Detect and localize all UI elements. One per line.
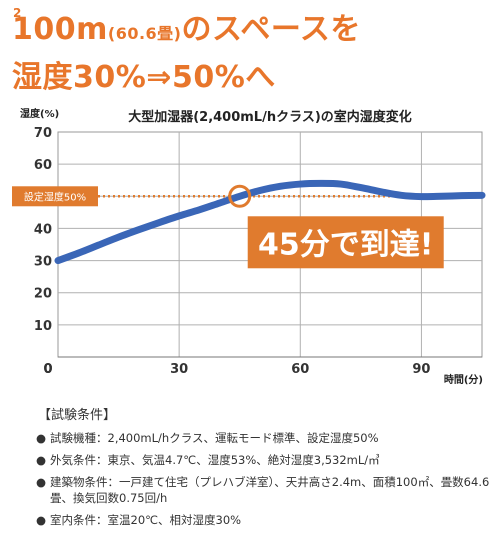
headline-area: 100m 2 [12,6,108,47]
x-tick-label: 0 [43,362,52,377]
condition-item: ● 室内条件：室温20℃、相対湿度30% [36,513,242,527]
condition-item: ● 外気条件：東京、気温4.7℃、湿度53%、絶対湿度3,532mL/㎥ [36,453,380,467]
x-tick-labels: 0 30 60 900 [43,362,430,377]
x-tick-label: 90 [412,362,430,377]
x-tick-label: 60 [291,362,309,377]
bullet-icon: ● [36,475,47,489]
target-label-box [12,186,98,207]
headline-line1: 100m 2 (60.6畳)のスペースを [12,4,361,48]
headline-line2: 湿度30%⇒50%へ [12,60,276,95]
callout-text: 45分で到達! [258,227,433,262]
y-tick-labels: 10203040506070 [34,126,52,334]
y-tick-label: 40 [34,222,52,237]
humidity-series-line [54,179,486,265]
headline-tatami: (60.6畳) [107,24,182,43]
conditions-list: ● 試験機種：2,400mL/hクラス、運転モード標準、設定湿度50% ● 外気条件… [36,430,496,534]
y-tick-label: 70 [34,126,52,141]
y-tick-label: 10 [34,319,52,334]
bullet-icon: ● [36,513,47,527]
y-tick-label: 60 [34,158,52,173]
chart-title: 大型加湿器(2,400mL/hクラス)の室内湿度変化 [128,109,412,125]
bullet-icon: ● [36,453,47,467]
x-tick-label: 30 [170,362,188,377]
y-tick-label: 30 [34,255,52,270]
target-label: 設定湿度50% [24,190,86,203]
bullet-icon: ● [36,431,47,445]
conditions-title: 【試験条件】 [38,408,117,423]
condition-item: ● 試験機種：2,400mL/hクラス、運転モード標準、設定湿度50% [36,431,379,445]
y-tick-label: 20 [34,287,52,302]
x-axis-label: 時間(分) [444,373,483,386]
headline-rest: のスペースを [181,12,361,47]
y-axis-label: 湿度(%) [20,107,59,120]
reach-point-marker [228,184,252,208]
condition-item: ● 建築物条件：一戸建て住宅（プレハブ洋室）、天井高さ2.4m、面積100㎡、畳数… [36,475,490,505]
callout-box [247,216,444,269]
x-tick-label: 0 [43,362,52,377]
